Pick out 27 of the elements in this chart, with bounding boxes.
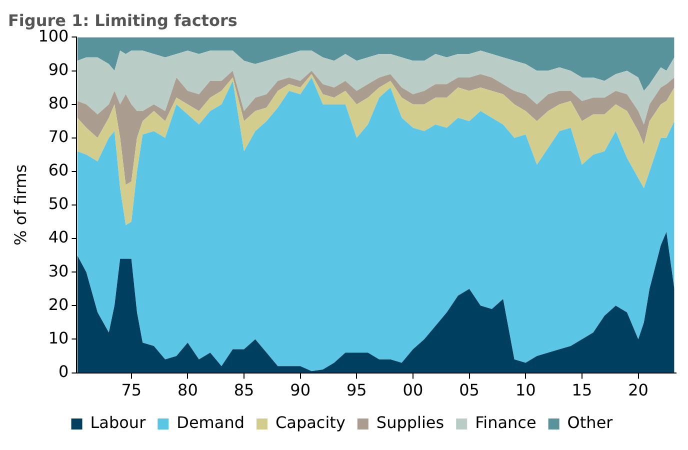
y-tick-label: 90	[48, 60, 69, 79]
legend-label: Supplies	[376, 413, 444, 432]
x-tick-label: 00	[402, 380, 424, 400]
y-tick-label: 50	[48, 194, 69, 214]
legend-label: Labour	[90, 413, 146, 432]
x-tick-label: 95	[346, 380, 367, 400]
y-axis-title: % of firms	[10, 164, 30, 246]
x-tick-label: 90	[290, 380, 311, 400]
x-tick-label: 85	[234, 380, 254, 400]
x-tick-label: 05	[459, 380, 480, 400]
y-tick-label: 20	[48, 294, 69, 314]
y-tick-label: 10	[48, 328, 69, 348]
y-tick-label: 0	[58, 362, 69, 381]
legend-label: Capacity	[275, 413, 346, 432]
y-tick-label: 60	[48, 160, 69, 180]
y-tick-label: 40	[48, 228, 69, 247]
x-tick-label: 15	[572, 380, 592, 400]
legend-label: Finance	[475, 413, 536, 432]
x-tick-label: 80	[178, 380, 198, 400]
y-tick-label: 80	[48, 93, 69, 112]
y-tick-label: 70	[48, 127, 69, 146]
x-tick-label: 20	[628, 380, 648, 400]
legend-label: Demand	[176, 413, 245, 432]
x-tick-label: 75	[121, 380, 142, 400]
y-tick-label: 30	[48, 261, 69, 280]
legend-label: Other	[567, 413, 614, 432]
x-tick-label: 10	[515, 380, 536, 400]
